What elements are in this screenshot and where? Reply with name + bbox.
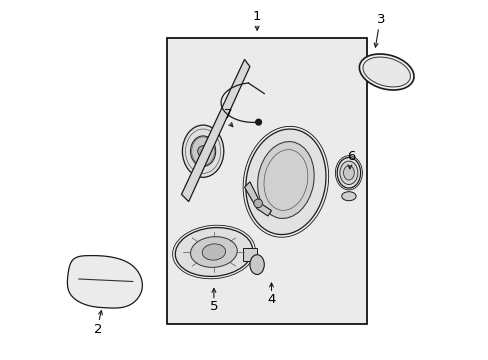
Ellipse shape (343, 166, 354, 180)
Polygon shape (244, 182, 271, 216)
Ellipse shape (341, 192, 355, 201)
Ellipse shape (190, 136, 215, 167)
Ellipse shape (337, 158, 360, 188)
Ellipse shape (245, 129, 325, 235)
Ellipse shape (175, 228, 252, 276)
Ellipse shape (359, 54, 413, 90)
Circle shape (253, 199, 262, 208)
Ellipse shape (362, 57, 409, 87)
Ellipse shape (257, 141, 314, 219)
Ellipse shape (190, 237, 237, 267)
Text: 4: 4 (267, 293, 275, 306)
Ellipse shape (202, 244, 225, 260)
Polygon shape (181, 59, 249, 202)
Bar (167, 38, 366, 324)
Text: 3: 3 (376, 13, 385, 26)
Circle shape (255, 119, 261, 125)
Ellipse shape (182, 125, 224, 177)
Text: 7: 7 (224, 108, 232, 121)
Ellipse shape (249, 255, 264, 274)
Bar (242, 248, 257, 261)
Ellipse shape (339, 161, 357, 184)
Polygon shape (67, 256, 142, 308)
Text: 1: 1 (252, 10, 261, 23)
Text: 2: 2 (94, 323, 103, 336)
Text: 6: 6 (346, 150, 354, 163)
Text: 5: 5 (209, 300, 218, 313)
Circle shape (197, 146, 208, 157)
